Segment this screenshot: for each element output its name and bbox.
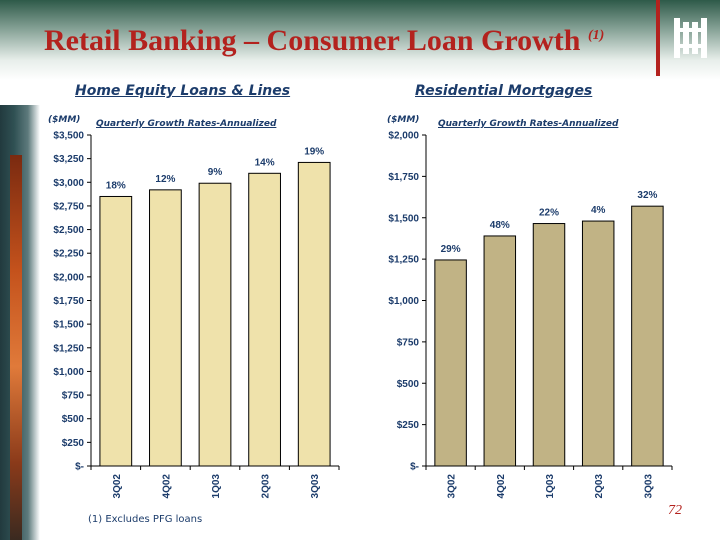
y-tick-label: $3,000 <box>53 178 84 189</box>
x-tick-label: 2Q03 <box>261 474 272 499</box>
header-divider <box>656 0 660 76</box>
mortgage-growth-header: Quarterly Growth Rates-Annualized <box>438 119 619 129</box>
slide-title: Retail Banking – Consumer Loan Growth (1… <box>44 24 604 58</box>
y-tick-label: $1,500 <box>388 213 419 224</box>
y-tick-label: $2,250 <box>53 249 84 260</box>
bar <box>149 189 182 467</box>
data-label: 48% <box>490 220 510 231</box>
x-tick-label: 1Q03 <box>545 474 556 499</box>
slide-title-text: Retail Banking – Consumer Loan Growth <box>44 24 581 57</box>
bar <box>248 172 281 467</box>
y-tick-label: $1,000 <box>53 367 84 378</box>
data-label: 19% <box>304 146 324 157</box>
data-label: 12% <box>155 174 175 185</box>
x-tick-label: 4Q02 <box>496 474 507 499</box>
y-tick-label: $1,250 <box>388 255 419 266</box>
x-tick-label: 3Q03 <box>310 474 321 499</box>
title-footnote-marker: (1) <box>587 28 605 43</box>
x-tick-label: 3Q02 <box>447 474 458 499</box>
x-tick-label: 1Q03 <box>211 474 222 499</box>
bar <box>434 259 467 467</box>
y-tick-label: $2,500 <box>53 225 84 236</box>
y-tick-label: $2,000 <box>388 131 419 142</box>
y-tick-label: $750 <box>397 337 420 348</box>
y-tick-label: $1,000 <box>388 296 419 307</box>
data-label: 32% <box>637 190 657 201</box>
bar <box>631 205 664 467</box>
y-tick-label: $250 <box>62 438 85 449</box>
bar <box>581 220 615 467</box>
y-tick-label: $- <box>410 462 419 473</box>
bar <box>99 195 133 467</box>
y-tick-label: $1,750 <box>388 172 419 183</box>
bar <box>297 161 331 467</box>
y-tick-label: $250 <box>397 420 420 431</box>
data-label: 9% <box>208 167 223 178</box>
data-label: 22% <box>539 208 559 219</box>
y-tick-label: $500 <box>397 379 420 390</box>
footnote: (1) Excludes PFG loans <box>88 514 203 525</box>
y-tick-label: $3,250 <box>53 154 84 165</box>
y-tick-label: $3,500 <box>53 131 84 142</box>
mortgage-unit-label: ($MM) <box>387 115 420 125</box>
page-number: 72 <box>668 503 682 518</box>
y-tick-label: $500 <box>62 414 85 425</box>
home-equity-chart-title: Home Equity Loans & Lines <box>75 83 291 99</box>
company-logo-icon <box>674 18 707 58</box>
y-tick-label: $750 <box>62 391 85 402</box>
side-accent-stripe <box>10 155 22 540</box>
y-tick-label: $- <box>75 462 84 473</box>
x-tick-label: 3Q03 <box>643 474 654 499</box>
bar <box>532 223 566 467</box>
x-tick-label: 4Q02 <box>161 474 172 499</box>
y-tick-label: $1,250 <box>53 343 84 354</box>
y-tick-label: $2,000 <box>53 272 84 283</box>
data-label: 18% <box>106 180 126 191</box>
y-tick-label: $1,750 <box>53 296 84 307</box>
y-tick-label: $1,500 <box>53 320 84 331</box>
x-tick-label: 2Q03 <box>594 474 605 499</box>
header-band <box>0 0 720 80</box>
bar <box>483 235 517 467</box>
home-equity-unit-label: ($MM) <box>48 115 81 125</box>
y-tick-label: $2,750 <box>53 201 84 212</box>
data-label: 4% <box>591 205 606 216</box>
x-tick-label: 3Q02 <box>112 474 123 499</box>
mortgage-chart-title: Residential Mortgages <box>415 83 593 99</box>
home-equity-growth-header: Quarterly Growth Rates-Annualized <box>96 119 277 129</box>
data-label: 14% <box>255 157 275 168</box>
bar <box>198 182 232 467</box>
data-label: 29% <box>441 244 461 255</box>
